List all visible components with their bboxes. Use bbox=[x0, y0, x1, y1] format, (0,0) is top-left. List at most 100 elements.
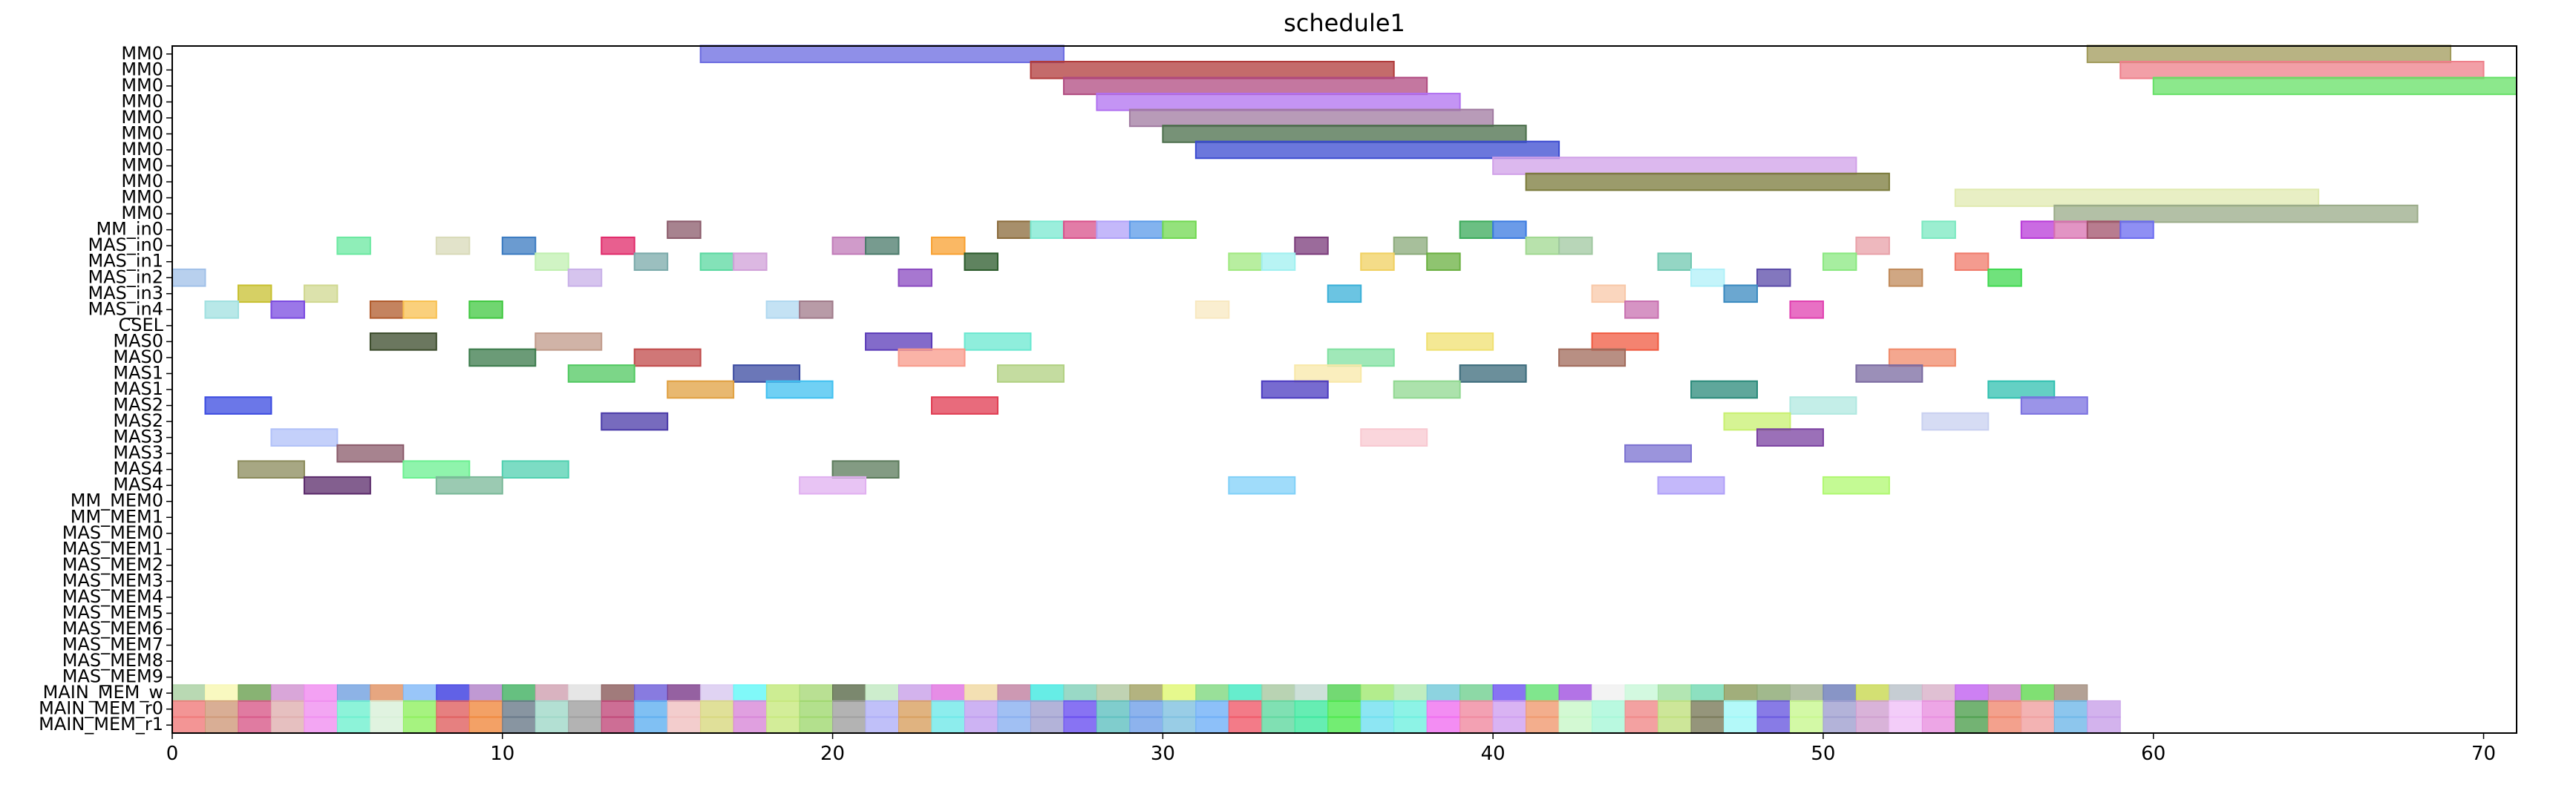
memory-block bbox=[336, 684, 371, 702]
task-bar bbox=[831, 236, 867, 255]
memory-block bbox=[1294, 716, 1329, 735]
memory-block bbox=[667, 716, 702, 735]
memory-block bbox=[634, 700, 668, 718]
y-tick-label: MM0 bbox=[121, 155, 163, 176]
memory-block bbox=[799, 700, 834, 718]
task-bar bbox=[1624, 444, 1693, 463]
memory-block bbox=[2021, 684, 2055, 702]
task-bar bbox=[831, 460, 900, 479]
memory-block bbox=[1063, 684, 1097, 702]
y-tick-label: MAS1 bbox=[113, 378, 163, 399]
y-tick-label: MAS_MEM7 bbox=[62, 634, 163, 655]
memory-block bbox=[1459, 684, 1494, 702]
memory-block bbox=[1658, 700, 1692, 718]
memory-block bbox=[270, 716, 305, 735]
task-bar bbox=[2020, 396, 2088, 415]
memory-block bbox=[436, 700, 470, 718]
memory-block bbox=[634, 684, 668, 702]
memory-block bbox=[1360, 700, 1395, 718]
memory-block bbox=[2087, 716, 2121, 735]
task-bar bbox=[1789, 396, 1857, 415]
task-bar bbox=[369, 300, 405, 319]
memory-block bbox=[964, 716, 998, 735]
memory-block bbox=[468, 716, 503, 735]
x-tick-label: 10 bbox=[490, 743, 514, 765]
y-tick-label: MM0 bbox=[121, 187, 163, 208]
task-bar bbox=[1525, 172, 1890, 191]
task-bar bbox=[336, 236, 371, 255]
task-bar bbox=[1228, 476, 1296, 495]
task-bar bbox=[535, 252, 569, 272]
memory-block bbox=[2021, 716, 2055, 735]
memory-block bbox=[865, 700, 900, 718]
task-bar bbox=[1756, 428, 1824, 447]
task-bar bbox=[964, 332, 1032, 351]
memory-block bbox=[1228, 684, 1263, 702]
memory-block bbox=[1889, 716, 1923, 735]
y-tick-label: MM0 bbox=[121, 203, 163, 223]
memory-block bbox=[304, 716, 338, 735]
task-bar bbox=[1657, 476, 1725, 495]
task-bar bbox=[1690, 380, 1758, 399]
memory-block bbox=[1096, 716, 1131, 735]
memory-block bbox=[898, 684, 932, 702]
memory-block bbox=[766, 700, 800, 718]
y-tick-label: MAS3 bbox=[113, 427, 163, 447]
task-bar bbox=[1987, 380, 2056, 399]
task-bar bbox=[765, 380, 834, 399]
memory-block bbox=[468, 684, 503, 702]
task-bar bbox=[865, 332, 933, 351]
memory-block bbox=[568, 700, 602, 718]
task-bar bbox=[2086, 45, 2452, 64]
memory-block bbox=[1261, 684, 1295, 702]
memory-block bbox=[304, 700, 338, 718]
memory-block bbox=[1261, 716, 1295, 735]
task-bar bbox=[1062, 220, 1098, 239]
task-bar bbox=[2053, 204, 2419, 223]
memory-block bbox=[1459, 716, 1494, 735]
task-bar bbox=[898, 348, 966, 367]
memory-block bbox=[1855, 716, 1890, 735]
memory-block bbox=[1724, 700, 1758, 718]
memory-block bbox=[204, 700, 239, 718]
task-bar bbox=[501, 236, 537, 255]
memory-block bbox=[1526, 700, 1560, 718]
memory-block bbox=[931, 716, 965, 735]
memory-block bbox=[1129, 684, 1163, 702]
memory-block bbox=[270, 684, 305, 702]
y-tick-label: MAIN_MEM_r0 bbox=[39, 698, 163, 719]
task-bar bbox=[931, 236, 966, 255]
memory-block bbox=[667, 700, 702, 718]
memory-block bbox=[1921, 684, 1956, 702]
task-bar bbox=[1194, 300, 1230, 319]
y-tick-label: MAS_MEM4 bbox=[62, 586, 163, 607]
memory-block bbox=[304, 684, 338, 702]
task-bar bbox=[1128, 108, 1494, 128]
task-bar bbox=[1128, 220, 1164, 239]
task-bar bbox=[1162, 125, 1527, 143]
memory-block bbox=[2087, 700, 2121, 718]
task-bar bbox=[1261, 252, 1296, 272]
task-bar bbox=[2152, 76, 2518, 96]
memory-block bbox=[2053, 716, 2088, 735]
task-bar bbox=[1624, 300, 1659, 319]
memory-block bbox=[171, 716, 206, 735]
memory-block bbox=[1030, 684, 1065, 702]
memory-block bbox=[634, 716, 668, 735]
task-bar bbox=[601, 412, 669, 431]
x-tick-label: 30 bbox=[1151, 743, 1175, 765]
task-bar bbox=[1855, 364, 1923, 383]
y-tick-label: MAS_in3 bbox=[88, 283, 163, 303]
memory-block bbox=[1592, 684, 1626, 702]
memory-block bbox=[1195, 716, 1229, 735]
memory-block bbox=[799, 716, 834, 735]
x-tick-label: 0 bbox=[166, 743, 179, 765]
y-tick-label: MAS_MEM5 bbox=[62, 602, 163, 623]
memory-block bbox=[931, 700, 965, 718]
task-bar bbox=[303, 284, 339, 303]
memory-block bbox=[1955, 700, 1989, 718]
memory-block bbox=[171, 684, 206, 702]
memory-block bbox=[733, 716, 768, 735]
task-bar bbox=[1921, 412, 1990, 431]
